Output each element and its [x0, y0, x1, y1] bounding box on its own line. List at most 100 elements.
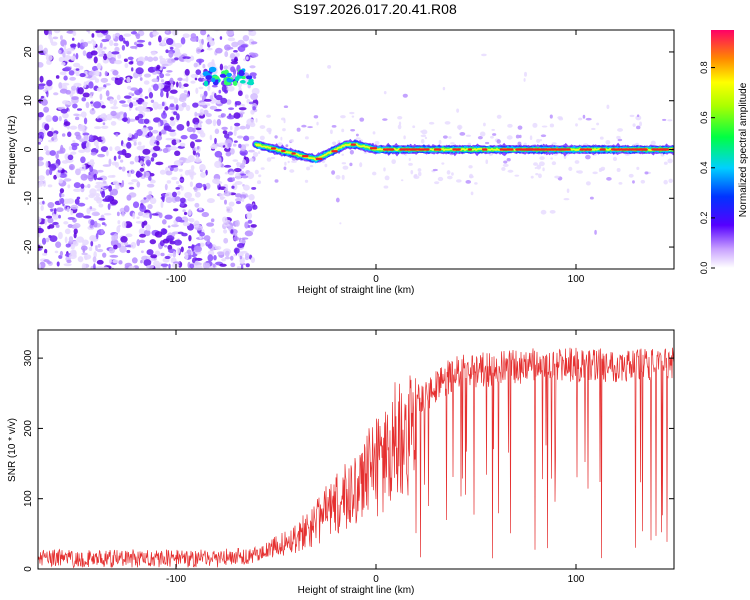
- noise-blob: [578, 117, 583, 121]
- noise-blob: [225, 151, 232, 157]
- noise-blob: [88, 134, 94, 142]
- noise-blob: [85, 197, 89, 200]
- noise-blob: [233, 167, 242, 173]
- noise-blob: [119, 100, 126, 104]
- noise-blob: [38, 244, 41, 251]
- noise-blob: [164, 80, 171, 85]
- noise-blob: [195, 47, 201, 54]
- noise-blob: [239, 255, 243, 260]
- noise-blob: [469, 175, 474, 179]
- noise-blob: [135, 171, 143, 178]
- noise-blob: [238, 143, 242, 149]
- noise-blob: [87, 40, 93, 44]
- noise-blob: [165, 170, 173, 176]
- noise-blob: [616, 135, 621, 140]
- noise-blob: [537, 173, 542, 179]
- noise-blob: [540, 134, 547, 138]
- noise-blob: [219, 36, 223, 40]
- noise-blob: [45, 215, 53, 219]
- noise-blob: [89, 108, 96, 115]
- noise-blob: [189, 263, 195, 269]
- noise-blob: [229, 125, 233, 131]
- y-tick-label: 10: [23, 95, 34, 107]
- noise-blob: [193, 245, 203, 253]
- noise-blob: [242, 184, 250, 191]
- noise-blob: [151, 213, 159, 216]
- noise-blob: [236, 113, 240, 119]
- noise-blob: [241, 197, 245, 203]
- noise-blob: [124, 63, 129, 69]
- noise-blob: [198, 86, 204, 90]
- noise-blob: [77, 124, 85, 132]
- noise-blob: [154, 107, 158, 110]
- noise-blob: [234, 197, 243, 202]
- noise-blob: [585, 117, 592, 121]
- noise-blob: [67, 184, 71, 189]
- noise-blob: [74, 116, 80, 121]
- noise-blob: [605, 139, 611, 145]
- noise-blob: [109, 259, 112, 263]
- noise-blob: [243, 135, 250, 142]
- noise-blob: [585, 154, 591, 160]
- noise-blob: [129, 45, 138, 49]
- noise-blob: [109, 254, 119, 258]
- noise-blob: [63, 178, 72, 182]
- noise-blob: [341, 174, 345, 180]
- noise-blob: [591, 127, 596, 130]
- noise-blob: [92, 40, 97, 47]
- noise-blob: [244, 252, 250, 258]
- noise-blob: [195, 69, 202, 75]
- noise-blob: [164, 106, 169, 111]
- noise-blob: [128, 265, 136, 269]
- noise-blob: [194, 139, 203, 143]
- noise-blob: [38, 216, 42, 224]
- noise-blob: [112, 259, 119, 264]
- noise-blob: [164, 214, 173, 220]
- noise-blob: [57, 49, 62, 54]
- noise-blob: [301, 124, 307, 128]
- noise-blob: [242, 34, 250, 42]
- noise-blob: [113, 244, 118, 250]
- noise-blob: [234, 56, 238, 62]
- noise-blob: [213, 255, 217, 261]
- noise-blob: [598, 167, 602, 173]
- noise-blob: [83, 134, 89, 142]
- noise-blob: [397, 116, 403, 120]
- noise-blob: [136, 43, 144, 48]
- noise-blob: [77, 256, 84, 263]
- noise-blob: [397, 124, 402, 130]
- noise-blob: [183, 90, 188, 93]
- noise-blob: [82, 50, 87, 56]
- noise-blob: [231, 185, 235, 189]
- noise-blob: [289, 139, 294, 143]
- noise-blob: [223, 191, 232, 197]
- noise-blob: [169, 103, 175, 108]
- noise-blob: [118, 111, 125, 115]
- noise-blob: [58, 82, 63, 89]
- noise-blob: [187, 155, 195, 163]
- noise-blob: [258, 174, 262, 178]
- noise-blob: [148, 91, 154, 99]
- noise-blob: [207, 250, 215, 256]
- noise-blob: [169, 46, 174, 50]
- noise-blob: [161, 63, 169, 67]
- noise-blob: [408, 162, 413, 166]
- noise-blob: [230, 255, 234, 261]
- noise-blob: [127, 98, 132, 104]
- noise-blob: [159, 73, 165, 79]
- noise-blob: [81, 97, 87, 102]
- noise-blob: [190, 173, 194, 180]
- noise-blob: [250, 224, 257, 228]
- noise-blob: [82, 215, 92, 219]
- noise-blob: [97, 243, 101, 248]
- noise-blob: [210, 228, 215, 234]
- noise-blob: [179, 178, 184, 182]
- noise-blob: [227, 37, 236, 42]
- noise-blob: [632, 180, 635, 184]
- noise-blob: [206, 222, 215, 227]
- noise-blob: [67, 131, 72, 137]
- noise-blob: [341, 128, 345, 133]
- noise-blob: [112, 33, 116, 39]
- noise-blob: [142, 103, 148, 108]
- noise-blob: [101, 104, 106, 109]
